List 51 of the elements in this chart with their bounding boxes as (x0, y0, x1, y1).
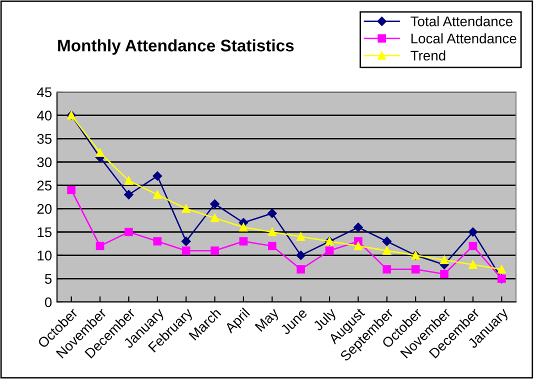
y-tick-label: 30 (37, 157, 52, 168)
point (411, 265, 420, 274)
point (382, 265, 392, 274)
point (268, 242, 276, 250)
point (382, 246, 392, 255)
point (268, 228, 276, 236)
point (440, 270, 448, 278)
point (354, 222, 363, 232)
point (96, 148, 104, 157)
point (96, 242, 104, 250)
y-tick-label: 10 (38, 250, 52, 261)
point (296, 265, 306, 274)
legend-label: Local Attendance (411, 33, 516, 44)
point (497, 265, 506, 274)
point (296, 250, 306, 260)
y-tick-label: 25 (37, 180, 52, 191)
point (468, 227, 478, 237)
legend-label: Total Attendance (410, 16, 512, 26)
y-tick-label: 0 (44, 297, 52, 308)
y-tick-label: 40 (37, 110, 52, 121)
point (210, 199, 220, 209)
point (153, 237, 162, 246)
point (182, 204, 190, 213)
y-tick-label: 45 (37, 87, 52, 98)
point (239, 237, 248, 246)
point (210, 214, 219, 222)
point (468, 260, 478, 269)
point (182, 246, 190, 255)
point (239, 223, 248, 232)
point (382, 236, 392, 246)
point (268, 208, 277, 218)
chart-title: Monthly Attendance Statistics (58, 39, 294, 55)
point (124, 228, 133, 236)
point (67, 186, 76, 194)
y-tick-label: 35 (37, 134, 52, 144)
point (153, 190, 162, 199)
point (468, 242, 478, 250)
point (440, 256, 448, 264)
y-tick-label: 20 (37, 204, 52, 214)
point (296, 232, 306, 241)
y-tick-label: 15 (38, 227, 52, 238)
x-tick-label: May (254, 307, 282, 334)
legend-label: Trend (410, 50, 446, 61)
point (124, 190, 134, 200)
point (152, 171, 162, 181)
point (124, 176, 133, 185)
y-tick-label: 5 (44, 274, 52, 284)
point (325, 246, 334, 255)
point (354, 242, 362, 250)
point (210, 246, 219, 255)
point (181, 236, 191, 246)
